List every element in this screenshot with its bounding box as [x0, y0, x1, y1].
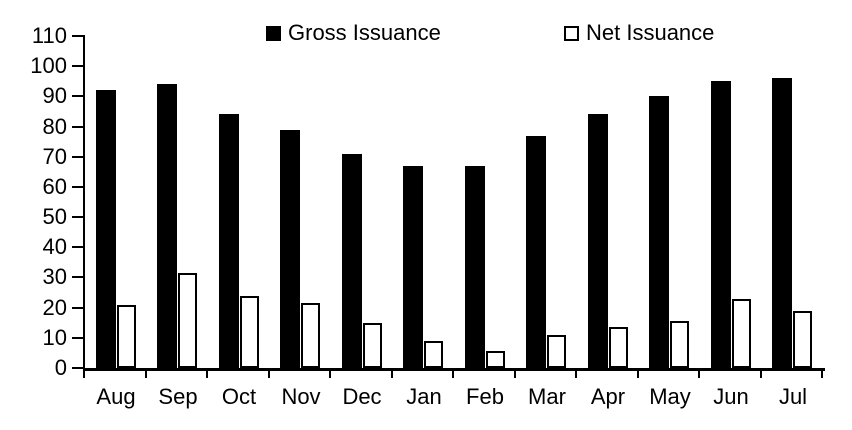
x-axis-label-oct: Oct: [221, 384, 257, 409]
y-axis-label: 90: [42, 83, 67, 108]
x-axis-label-nov: Nov: [281, 384, 321, 409]
x-tick: [821, 368, 823, 378]
x-axis-label-apr: Apr: [590, 384, 626, 409]
gross-issuance-bar-nov: [280, 130, 300, 368]
x-axis-label-sep: Sep: [158, 384, 198, 409]
x-axis-label-dec: Dec: [342, 384, 382, 409]
gross-issuance-bar-feb: [465, 166, 485, 368]
net-issuance-bar-jul: [793, 311, 812, 368]
legend-item-net-issuance: Net Issuance: [564, 20, 715, 45]
x-axis-label-jul: Jul: [778, 384, 808, 409]
y-tick: [72, 65, 85, 67]
y-tick: [72, 35, 85, 37]
y-axis-label: 40: [42, 234, 67, 259]
y-tick: [72, 95, 85, 97]
gross-issuance-bar-jun: [711, 81, 731, 368]
net-issuance-bar-may: [670, 321, 689, 368]
net-issuance-bar-jun: [732, 299, 751, 368]
x-tick: [206, 368, 208, 378]
x-tick: [575, 368, 577, 378]
y-tick: [72, 307, 85, 309]
x-axis-label-feb: Feb: [466, 384, 504, 409]
x-tick: [452, 368, 454, 378]
gross-issuance-bar-oct: [219, 114, 239, 368]
y-axis-label: 20: [42, 295, 67, 320]
y-axis-label: 110: [31, 23, 67, 48]
y-tick: [72, 367, 85, 369]
net-issuance-bar-sep: [178, 273, 197, 368]
net-issuance-bar-dec: [363, 323, 382, 368]
gross-issuance-bar-may: [649, 96, 669, 368]
y-tick: [72, 156, 85, 158]
legend-item-gross-issuance: Gross Issuance: [266, 20, 441, 45]
x-axis-label-jun: Jun: [713, 384, 749, 409]
net-issuance-bar-nov: [301, 303, 320, 368]
gross-issuance-bar-jul: [772, 78, 792, 368]
x-tick: [514, 368, 516, 378]
x-tick: [329, 368, 331, 378]
net-issuance-bar-oct: [240, 296, 259, 368]
x-axis-label-mar: Mar: [528, 384, 566, 409]
y-tick: [72, 216, 85, 218]
net-issuance-bar-mar: [547, 335, 566, 368]
legend-label-gross-issuance: Gross Issuance: [288, 20, 441, 45]
y-axis-label: 80: [42, 114, 67, 139]
x-tick: [698, 368, 700, 378]
net-issuance-swatch-icon: [564, 25, 579, 41]
y-axis-line: [83, 36, 85, 371]
x-axis-line: [83, 368, 825, 371]
y-tick: [72, 337, 85, 339]
y-axis-label: 100: [30, 53, 67, 78]
gross-issuance-bar-sep: [157, 84, 177, 368]
gross-issuance-bar-aug: [96, 90, 116, 368]
x-tick: [83, 368, 85, 378]
gross-issuance-bar-apr: [588, 114, 608, 368]
gross-issuance-bar-jan: [403, 166, 423, 368]
net-issuance-bar-feb: [486, 351, 505, 368]
y-tick: [72, 276, 85, 278]
x-tick: [268, 368, 270, 378]
x-tick: [637, 368, 639, 378]
gross-issuance-swatch-icon: [266, 25, 281, 41]
gross-issuance-bar-mar: [526, 136, 546, 368]
net-issuance-bar-apr: [609, 327, 628, 368]
x-tick: [391, 368, 393, 378]
y-axis-label: 50: [42, 204, 67, 229]
y-tick: [72, 246, 85, 248]
y-axis-label: 30: [42, 264, 67, 289]
net-issuance-bar-aug: [117, 305, 136, 368]
net-issuance-bar-jan: [424, 341, 443, 368]
y-axis-label: 10: [42, 325, 67, 350]
x-axis-label-jan: Jan: [406, 384, 442, 409]
y-tick: [72, 186, 85, 188]
x-tick: [145, 368, 147, 378]
legend-label-net-issuance: Net Issuance: [586, 20, 715, 45]
y-axis-label: 70: [42, 144, 67, 169]
x-tick: [760, 368, 762, 378]
x-axis-label-aug: Aug: [96, 384, 136, 409]
y-axis-label: 60: [42, 174, 67, 199]
x-axis-label-may: May: [649, 384, 691, 409]
gross-issuance-bar-dec: [342, 154, 362, 368]
y-tick: [72, 126, 85, 128]
y-axis-label: 0: [54, 355, 67, 380]
